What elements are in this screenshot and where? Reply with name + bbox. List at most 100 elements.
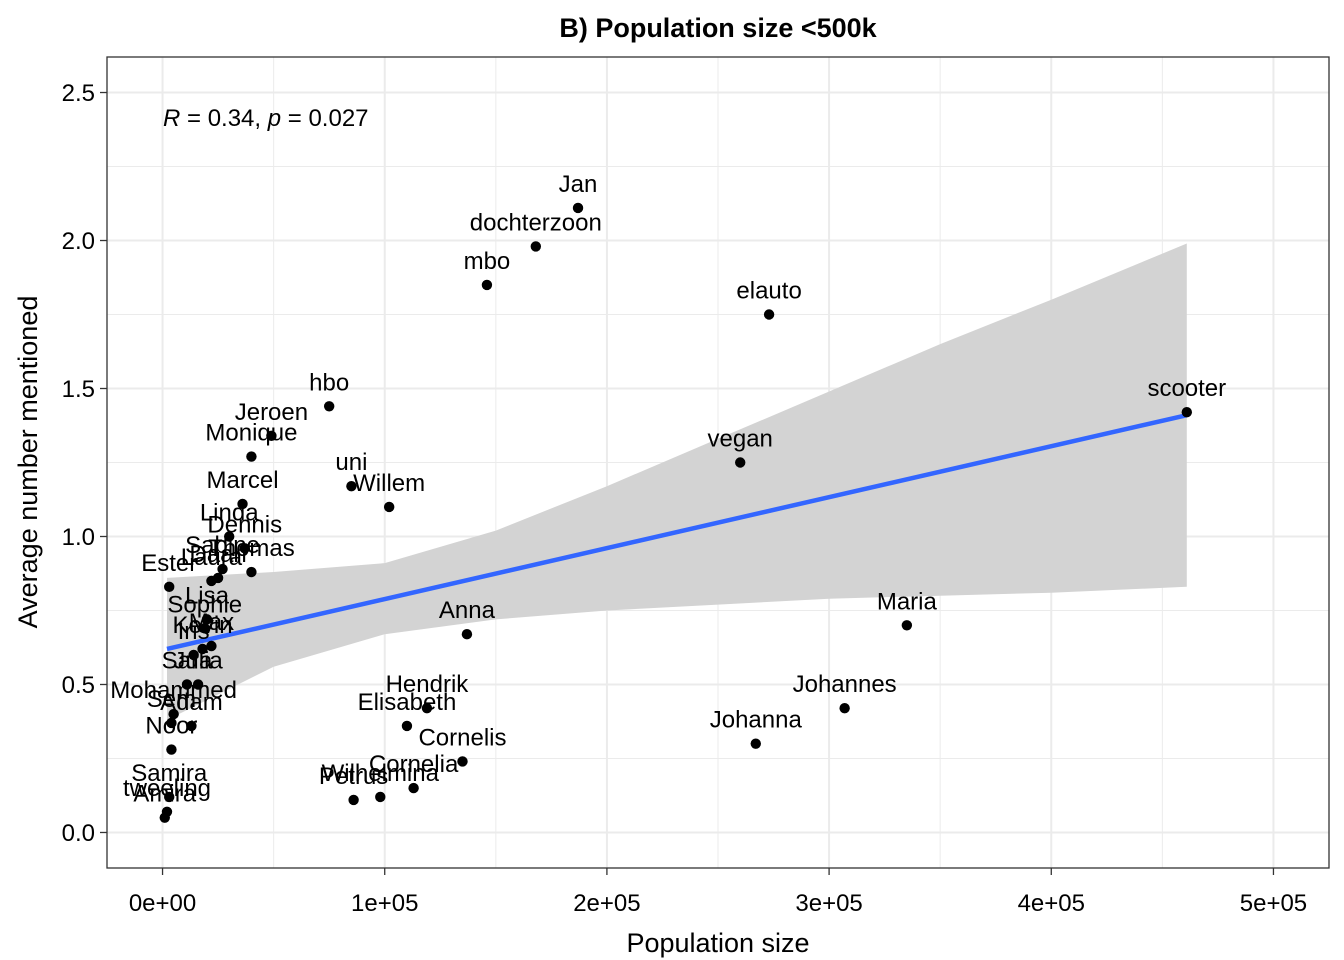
point-label: tweeling [123,775,211,802]
data-point [735,457,746,468]
r-value: = 0.34, [180,105,267,132]
data-point [166,744,177,755]
data-point [1181,406,1193,418]
data-point [246,566,257,578]
correlation-annotation: R = 0.34, p = 0.027 [163,105,369,132]
point-label: Cornelis [418,724,506,751]
point-label: Sem [147,686,196,713]
data-point [763,309,775,320]
data-point [217,563,228,575]
point-label: uni [335,449,367,476]
data-point [166,717,177,729]
data-point [408,782,419,794]
y-tick-label: 1.0 [62,524,95,551]
point-label: Sabine [185,532,260,559]
point-label: Kevin [173,612,233,639]
y-tick-label: 0.0 [62,820,95,847]
point-label: Ester [141,550,197,577]
data-point [348,794,359,806]
point-label: Johannes [793,671,897,698]
chart-title: B) Population size <500k [559,13,877,43]
point-label: Anna [439,597,496,624]
data-point [461,628,473,640]
data-point [839,702,850,714]
point-label: Elisabeth [358,689,457,716]
data-point [206,640,217,652]
confidence-band-area [167,243,1187,720]
point-label: Amira [133,781,196,808]
point-label: elauto [736,278,801,305]
data-point [421,702,433,714]
point-label: mbo [464,248,511,275]
point-label: vegan [708,426,773,453]
point-label: Julia [173,647,223,674]
x-tick-label: 1e+05 [351,890,418,917]
point-label: Willem [353,470,425,497]
y-tick-label: 2.0 [62,228,95,255]
x-axis-title: Population size [626,928,809,958]
point-label: Max [189,609,234,636]
data-point [237,498,248,510]
point-label: Adam [160,689,223,716]
data-point [188,649,199,661]
point-label: Linda [200,499,259,526]
x-tick-label: 0e+00 [129,890,196,917]
x-tick-label: 2e+05 [573,890,640,917]
point-label: Mohammed [110,677,237,704]
point-label: Iris [178,618,210,645]
data-point [197,643,208,655]
point-label: Jeroen [235,399,308,426]
point-label: Sophie [167,591,242,618]
data-point [168,708,179,720]
p-value: = 0.027 [281,105,368,132]
p-symbol: p [267,105,281,132]
point-label: Wilhelmina [322,760,440,787]
data-point [266,430,277,442]
x-tick-label: 3e+05 [795,890,862,917]
data-point [572,202,584,214]
point-label: Samira [131,760,208,787]
x-tick-label: 5e+05 [1240,890,1307,917]
point-label: dochterzoon [470,209,602,236]
data-point [186,720,197,732]
data-point [457,756,468,767]
data-point [530,241,542,252]
point-label: Laura [181,544,243,571]
point-label: Thomas [208,535,295,562]
confidence-band [167,243,1187,720]
data-point [206,575,217,587]
y-axis-title: Average number mentioned [13,296,43,629]
point-label: Marcel [207,467,279,494]
point-label: Monique [205,420,297,447]
point-label: Jan [559,171,598,198]
point-label: hbo [309,369,349,396]
point-label: Hendrik [386,671,470,698]
data-point [224,531,235,542]
point-label: Lisa [185,582,230,609]
point-label: Daan [189,541,246,568]
data-point [375,791,386,803]
data-point [481,279,493,291]
data-point [323,401,335,412]
data-point [181,679,193,690]
point-label: scooter [1147,375,1226,402]
data-point [164,581,175,593]
point-label: Petrus [319,763,388,790]
regression-line-group [166,412,1188,652]
axes: 0e+00 1e+05 2e+05 3e+05 4e+05 5e+05 0.0 0.5 1.0 1… [62,80,1308,917]
data-points [159,202,1193,823]
x-tick-label: 4e+05 [1018,890,1085,917]
point-label: Noor [145,713,197,740]
regression-line [166,412,1188,652]
data-point [401,720,413,732]
plot-panel-border [106,56,1330,869]
point-label: Sara [162,647,213,674]
data-point [383,501,395,513]
data-point [246,451,257,462]
data-point [750,738,761,749]
y-tick-label: 1.5 [62,376,95,403]
data-point [159,812,170,823]
point-label: Johanna [710,707,803,734]
point-labels: Jan dochterzoon mbo elauto scooter vegan hboJe… [110,171,1226,808]
